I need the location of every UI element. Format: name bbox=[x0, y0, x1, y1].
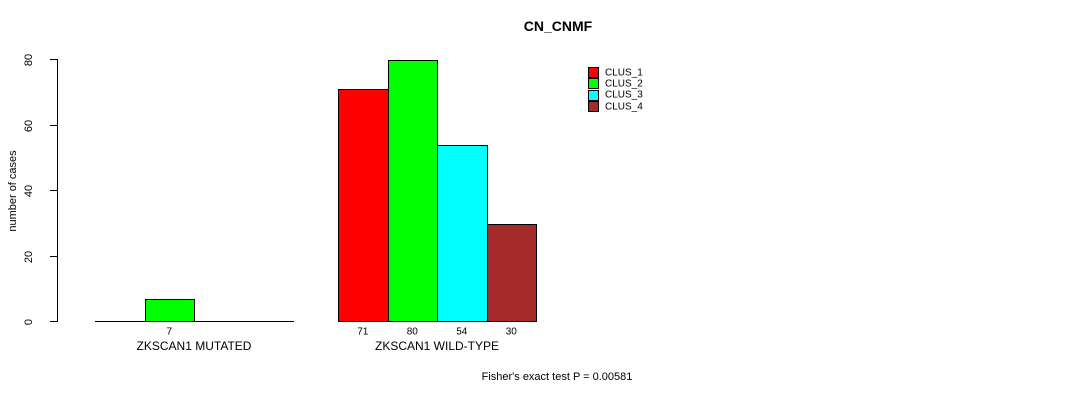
y-axis-tick-label: 0 bbox=[23, 318, 35, 326]
bar-clus_3-group2 bbox=[437, 145, 488, 322]
zero-bar-line bbox=[194, 321, 245, 322]
bar-clus_2-group2 bbox=[388, 60, 438, 322]
y-axis-tick bbox=[50, 190, 57, 191]
zero-bar-line bbox=[244, 321, 294, 322]
y-axis-tick bbox=[50, 125, 57, 126]
bar-clus_4-group2 bbox=[487, 224, 537, 322]
chart-title: CN_CNMF bbox=[523, 18, 593, 34]
legend-label: CLUS_3 bbox=[605, 89, 643, 101]
y-axis-tick-label: 20 bbox=[23, 250, 35, 264]
y-axis-tick-label: 60 bbox=[23, 119, 35, 133]
bar-value-label: 54 bbox=[456, 326, 468, 337]
bar-clus_1-group2 bbox=[338, 89, 389, 322]
legend-swatch-clus_3 bbox=[588, 90, 599, 101]
y-axis-title: number of cases bbox=[7, 150, 19, 232]
legend-label: CLUS_1 bbox=[605, 67, 643, 79]
zero-bar-line bbox=[95, 321, 146, 322]
bar-value-label: 80 bbox=[406, 326, 418, 337]
bar-value-label: 7 bbox=[166, 326, 173, 337]
bar-clus_2-group1 bbox=[145, 299, 195, 322]
y-axis-tick-label: 80 bbox=[23, 53, 35, 67]
x-group-label: ZKSCAN1 WILD-TYPE bbox=[374, 339, 500, 353]
legend-swatch-clus_2 bbox=[588, 78, 599, 89]
stat-annotation: Fisher's exact test P = 0.00581 bbox=[481, 371, 633, 383]
y-axis-line bbox=[57, 59, 58, 322]
y-axis-tick-label: 40 bbox=[23, 184, 35, 198]
legend-label: CLUS_2 bbox=[605, 78, 643, 90]
bar-value-label: 30 bbox=[505, 326, 517, 337]
x-group-label: ZKSCAN1 MUTATED bbox=[136, 339, 252, 353]
legend-label: CLUS_4 bbox=[605, 101, 643, 113]
y-axis-tick bbox=[50, 321, 57, 322]
bar-value-label: 71 bbox=[357, 326, 369, 337]
legend-swatch-clus_4 bbox=[588, 101, 599, 112]
y-axis-tick bbox=[50, 256, 57, 257]
legend-swatch-clus_1 bbox=[588, 67, 599, 78]
y-axis-tick bbox=[50, 59, 57, 60]
